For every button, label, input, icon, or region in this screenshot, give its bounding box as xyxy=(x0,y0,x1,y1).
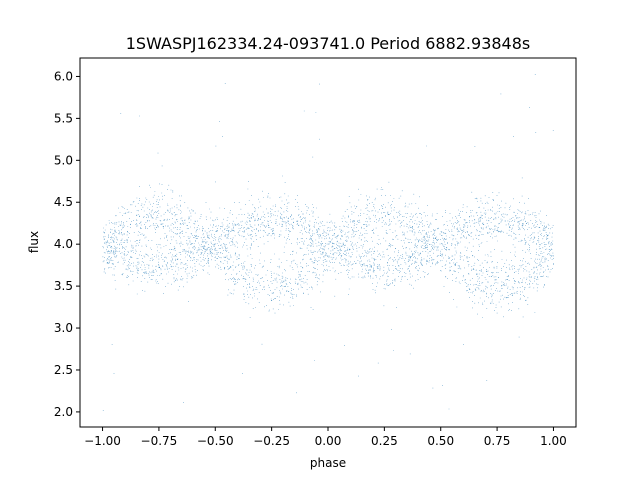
x-tick-label: −0.50 xyxy=(197,434,234,448)
y-tick-label: 4.0 xyxy=(54,237,73,251)
x-axis: −1.00 −0.75 −0.50 −0.25 0.00 0.25 0.50 0.75 1.00 xyxy=(84,427,567,448)
x-tick-label: 0.25 xyxy=(371,434,398,448)
y-tick-label: 6.0 xyxy=(54,69,73,83)
x-tick-label: 0.50 xyxy=(427,434,454,448)
y-tick-label: 3.5 xyxy=(54,279,73,293)
plot-frame xyxy=(79,57,577,428)
y-tick-label: 2.5 xyxy=(54,363,73,377)
x-tick-label: −1.00 xyxy=(84,434,121,448)
y-tick-label: 4.5 xyxy=(54,195,73,209)
x-tick-label: 1.00 xyxy=(540,434,567,448)
x-tick-label: −0.25 xyxy=(253,434,290,448)
scatter-points xyxy=(102,74,554,411)
y-tick-label: 5.5 xyxy=(54,111,73,125)
x-tick-label: −0.75 xyxy=(141,434,178,448)
y-tick-label: 2.0 xyxy=(54,405,73,419)
data-points xyxy=(102,74,554,411)
y-tick-label: 5.0 xyxy=(54,153,73,167)
y-tick-label: 3.0 xyxy=(54,321,73,335)
chart-title: 1SWASPJ162334.24-093741.0 Period 6882.93… xyxy=(126,34,531,53)
y-axis-label: flux xyxy=(27,231,41,253)
x-tick-label: 0.75 xyxy=(484,434,511,448)
x-axis-label: phase xyxy=(310,456,346,470)
x-tick-label: 0.00 xyxy=(315,434,342,448)
y-axis: 2.0 2.5 3.0 3.5 4.0 4.5 5.0 5.5 6.0 xyxy=(54,69,80,419)
